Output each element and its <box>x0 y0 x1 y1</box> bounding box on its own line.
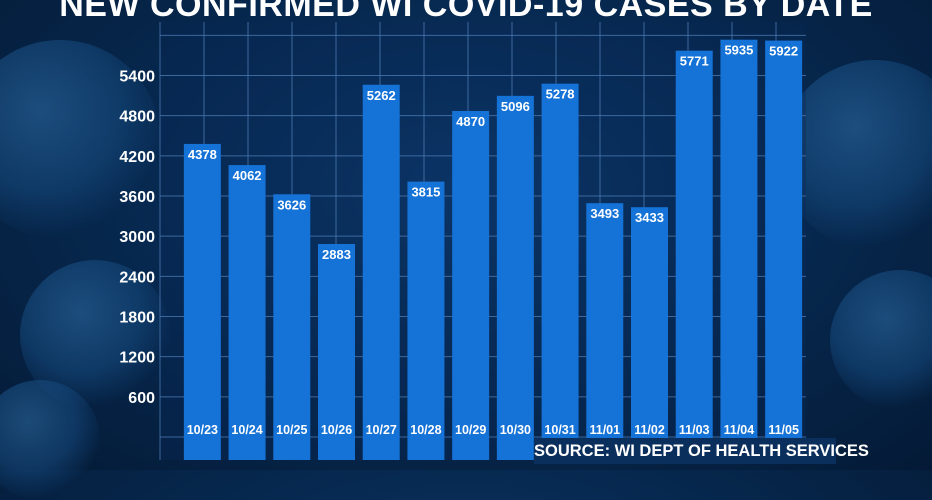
y-tick-label: 1800 <box>119 310 155 327</box>
data-label: 4062 <box>233 168 262 183</box>
x-tick-label: 10/30 <box>500 423 531 437</box>
bar <box>496 95 534 461</box>
y-tick-label: 4800 <box>119 109 155 126</box>
bar <box>765 40 803 460</box>
virus-background-graphic <box>830 270 932 410</box>
x-tick-label: 10/28 <box>410 423 441 437</box>
bar <box>362 84 400 460</box>
data-label: 4870 <box>456 114 485 129</box>
y-tick-label: 3600 <box>119 189 155 206</box>
data-label: 5935 <box>724 43 753 58</box>
data-label: 5096 <box>501 99 530 114</box>
bar <box>407 181 445 460</box>
bar <box>586 203 624 460</box>
virus-background-graphic <box>780 60 932 250</box>
data-label: 3815 <box>411 185 440 200</box>
x-tick-label: 10/31 <box>544 423 575 437</box>
bar <box>631 207 668 460</box>
bar <box>720 39 758 460</box>
y-tick-label: 4200 <box>119 149 155 166</box>
data-label: 5278 <box>546 87 575 102</box>
x-tick-label: 10/26 <box>321 423 352 437</box>
data-label: 5771 <box>680 54 709 69</box>
bar-chart: 600 1200 1800 2400 3000 3600 4200 4800 5400 4378 1… <box>119 22 806 461</box>
data-label: 3626 <box>277 197 306 212</box>
x-tick-label: 11/04 <box>724 423 755 437</box>
x-tick-label: 10/29 <box>455 423 486 437</box>
bar <box>452 110 490 461</box>
data-label: 2883 <box>322 247 351 262</box>
bar <box>675 50 713 461</box>
y-tick-label: 1200 <box>119 350 155 367</box>
data-label: 3433 <box>635 210 664 225</box>
x-tick-label: 11/02 <box>634 423 665 437</box>
virus-background-graphic <box>0 40 160 240</box>
data-label: 5262 <box>367 88 396 103</box>
source-caption: SOURCE: WI DEPT OF HEALTH SERVICES <box>534 438 869 464</box>
x-tick-label: 10/25 <box>276 423 307 437</box>
bar <box>318 244 355 460</box>
y-tick-label: 600 <box>128 390 155 407</box>
y-tick-label: 3000 <box>119 229 155 246</box>
x-tick-label: 10/27 <box>366 423 397 437</box>
y-tick-label: 5400 <box>119 69 155 86</box>
data-label: 5922 <box>769 44 798 59</box>
x-tick-label: 11/03 <box>679 423 710 437</box>
bar <box>228 165 266 460</box>
x-tick-label: 10/23 <box>187 423 218 437</box>
bar <box>183 143 221 460</box>
data-label: 3493 <box>590 206 619 221</box>
y-tick-label: 2400 <box>119 269 155 286</box>
x-tick-label: 10/24 <box>231 423 262 437</box>
bar <box>273 194 311 460</box>
chart-title: NEW CONFIRMED WI COVID-19 CASES BY DATE <box>59 0 873 24</box>
x-tick-label: 11/01 <box>589 423 620 437</box>
bar <box>541 83 579 461</box>
data-label: 4378 <box>188 147 217 162</box>
x-tick-label: 11/05 <box>768 423 799 437</box>
